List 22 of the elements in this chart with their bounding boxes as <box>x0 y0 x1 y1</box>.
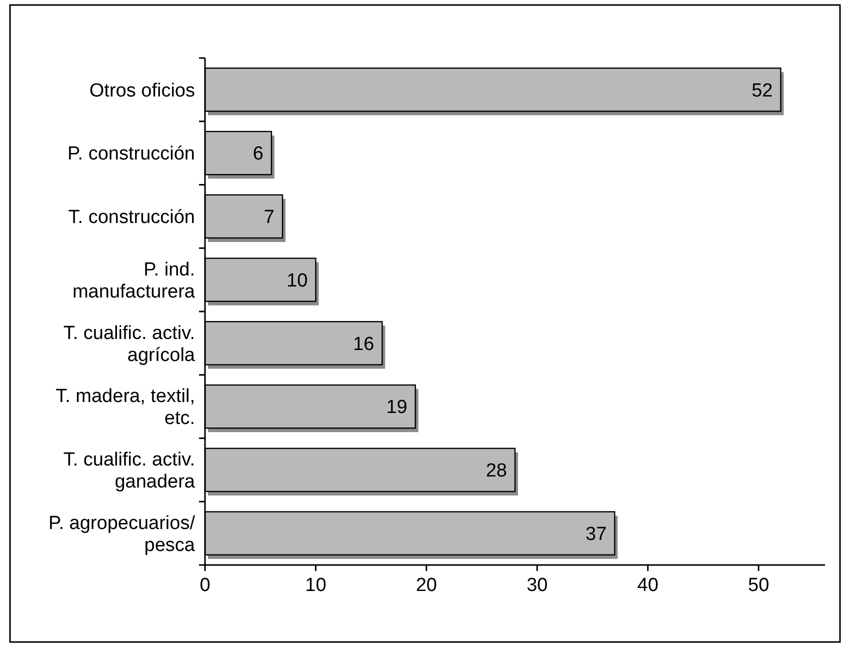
x-tick-label: 40 <box>637 575 658 596</box>
x-tick-label: 20 <box>416 575 437 596</box>
data-label: 52 <box>752 80 773 102</box>
x-tick-label: 50 <box>748 575 770 596</box>
data-label: 28 <box>486 460 507 482</box>
data-label: 19 <box>386 397 408 418</box>
y-tick-label: Otros oficios <box>89 80 195 102</box>
y-tick-label: T. cualific. activ. ganadera <box>63 450 196 493</box>
data-label: 10 <box>286 270 308 292</box>
data-label: 37 <box>586 524 607 545</box>
y-tick-label: T. construcción <box>68 207 195 228</box>
x-tick-label: 0 <box>200 575 210 596</box>
data-label: 16 <box>353 334 374 355</box>
x-tick-label: 10 <box>305 575 326 596</box>
data-label: 7 <box>264 207 274 228</box>
y-tick-label: T. cualific. activ. agrícola <box>63 322 196 366</box>
data-label: 6 <box>252 144 264 165</box>
y-tick-label: P. agropecuarios/ pesca <box>48 512 196 556</box>
y-tick-label: P. ind. manufacturera <box>72 259 196 302</box>
y-tick-label: P. construcción <box>68 144 195 165</box>
x-tick-label: 30 <box>526 575 548 596</box>
y-tick-label: T. madera, textil, etc. <box>56 386 195 430</box>
